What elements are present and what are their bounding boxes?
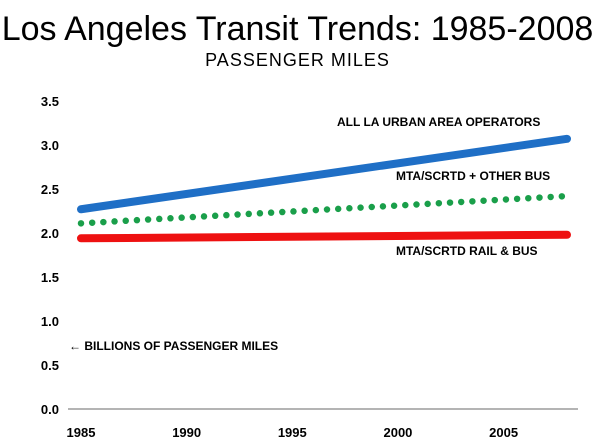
series-labels: ALL LA URBAN AREA OPERATORS MTA/SCRTD + O…: [337, 115, 550, 258]
series-label-2: MTA/SCRTD + OTHER BUS: [396, 169, 550, 183]
y-tick-label: 1.0: [41, 314, 59, 329]
x-tick-label: 1985: [67, 425, 96, 440]
x-tick-label: 2005: [489, 425, 518, 440]
y-tick-label: 0.5: [41, 358, 59, 373]
units-annotation: ← BILLIONS OF PASSENGER MILES: [69, 339, 278, 353]
series-line-3: [77, 230, 571, 243]
chart-title: Los Angeles Transit Trends: 1985-2008: [1, 10, 594, 48]
y-tick-label: 1.5: [41, 270, 59, 285]
y-tick-labels: 0.0 0.5 1.0 1.5 2.0 2.5 3.0 3.5: [41, 94, 59, 417]
y-tick-label: 3.0: [41, 138, 59, 153]
x-tick-label: 2000: [383, 425, 412, 440]
series-label-3: MTA/SCRTD RAIL & BUS: [396, 244, 538, 258]
series-label-1: ALL LA URBAN AREA OPERATORS: [337, 115, 540, 129]
units-annotation-text: BILLIONS OF PASSENGER MILES: [84, 339, 278, 353]
chart-subtitle: PASSENGER MILES: [205, 50, 390, 70]
x-tick-label: 1990: [172, 425, 201, 440]
left-arrow-icon: ←: [69, 339, 84, 353]
x-tick-labels: 1985 1990 1995 2000 2005: [67, 425, 519, 440]
y-tick-label: 3.5: [41, 94, 59, 109]
series-lines: [77, 134, 571, 243]
x-tick-label: 1995: [278, 425, 307, 440]
y-tick-label: 2.0: [41, 226, 59, 241]
series-line-1: [77, 134, 571, 214]
y-tick-label: 2.5: [41, 182, 59, 197]
y-tick-label: 0.0: [41, 402, 59, 417]
series-line-2: [77, 192, 571, 227]
